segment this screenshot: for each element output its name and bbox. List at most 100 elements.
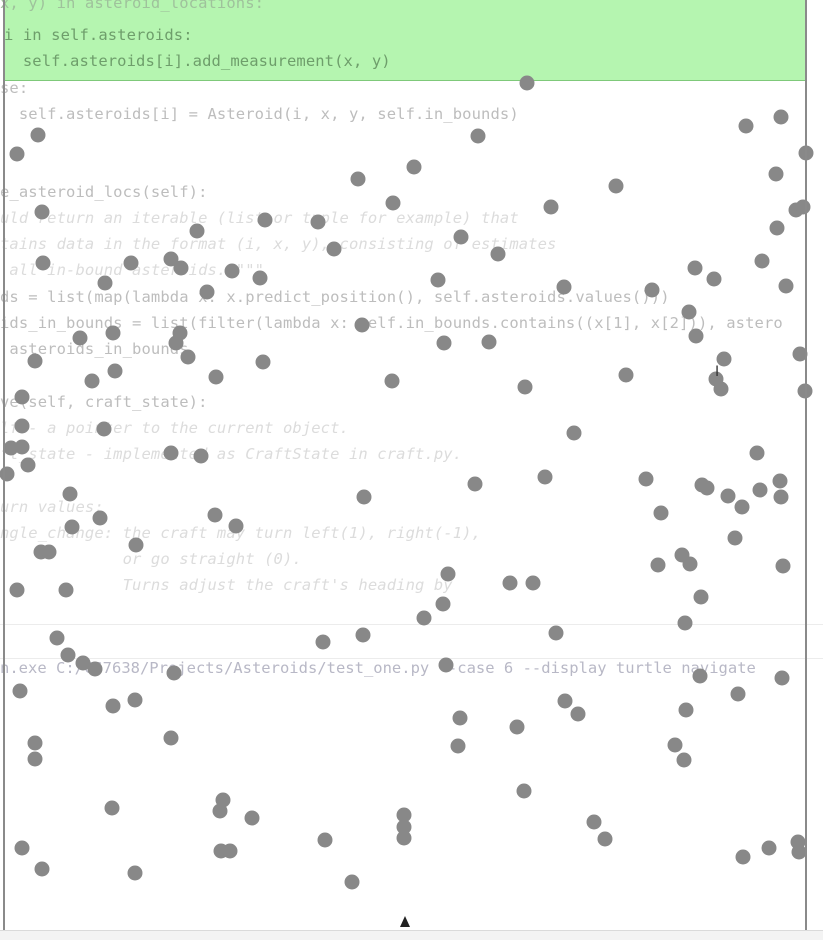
asteroid (716, 351, 732, 367)
asteroid (310, 214, 326, 230)
asteroid (75, 655, 91, 671)
asteroid (207, 507, 223, 523)
asteroid (557, 693, 573, 709)
asteroid (34, 204, 50, 220)
i-beam-cursor-icon: I (715, 364, 720, 380)
asteroid (96, 421, 112, 437)
asteroid (356, 489, 372, 505)
asteroid (396, 830, 412, 846)
asteroid (344, 874, 360, 890)
asteroid (556, 279, 572, 295)
asteroid (127, 692, 143, 708)
code-line: self.asteroids[i].add_measurement(x, y) (4, 52, 391, 70)
asteroid (14, 389, 30, 405)
code-line: se: (0, 79, 29, 97)
asteroid (49, 630, 65, 646)
asteroid (699, 480, 715, 496)
asteroid (189, 223, 205, 239)
code-line: i in self.asteroids: (4, 26, 193, 44)
code-line: e_asteroid_locs(self): (0, 183, 208, 201)
asteroid (543, 199, 559, 215)
asteroid (768, 166, 784, 182)
asteroid (255, 354, 271, 370)
asteroid (678, 702, 694, 718)
asteroid (738, 118, 754, 134)
asteroid (385, 195, 401, 211)
asteroid (687, 260, 703, 276)
asteroid (453, 229, 469, 245)
asteroid (481, 334, 497, 350)
asteroid (14, 840, 30, 856)
code-line: ids_in_bounds = list(filter(lambda x: se… (0, 314, 783, 332)
asteroid (692, 668, 708, 684)
asteroid (62, 486, 78, 502)
asteroid (41, 544, 57, 560)
asteroid (354, 317, 370, 333)
code-line: ngle_change: the craft may turn left(1),… (0, 524, 482, 542)
asteroid (490, 246, 506, 262)
asteroid (618, 367, 634, 383)
asteroid (438, 657, 454, 673)
asteroid (396, 807, 412, 823)
asteroid (778, 278, 794, 294)
asteroid (693, 589, 709, 605)
asteroid (608, 178, 624, 194)
code-line: uld return an iterable (list or tuple fo… (0, 209, 519, 227)
asteroid (509, 719, 525, 735)
asteroid (34, 861, 50, 877)
asteroid (168, 335, 184, 351)
asteroid (14, 418, 30, 434)
asteroid (761, 840, 777, 856)
code-line: all in-bound asteroids. """ (9, 261, 265, 279)
asteroid (791, 844, 807, 860)
asteroid (735, 849, 751, 865)
asteroid (416, 610, 432, 626)
asteroid (355, 627, 371, 643)
code-line: ft_state - implemented as CraftState in … (0, 445, 463, 463)
asteroid (105, 325, 121, 341)
asteroid (14, 439, 30, 455)
asteroid (450, 738, 466, 754)
asteroid (317, 832, 333, 848)
asteroid (9, 146, 25, 162)
asteroid (27, 735, 43, 751)
asteroid (525, 575, 541, 591)
terminal-separator (0, 658, 823, 659)
asteroid (681, 304, 697, 320)
asteroid (27, 353, 43, 369)
asteroid (734, 499, 750, 515)
asteroid (222, 843, 238, 859)
asteroid (470, 128, 486, 144)
editor-separator (0, 624, 823, 625)
asteroid (252, 270, 268, 286)
asteroid (163, 730, 179, 746)
asteroid (749, 445, 765, 461)
code-line: self.asteroids[i] = Asteroid(i, x, y, se… (0, 105, 519, 123)
window-bottom-edge (0, 930, 823, 940)
asteroid (107, 363, 123, 379)
asteroid (105, 698, 121, 714)
highlighted-code-block (4, 0, 807, 81)
asteroid (650, 557, 666, 573)
asteroid (519, 75, 535, 91)
asteroid (27, 751, 43, 767)
asteroid (430, 272, 446, 288)
code-line: tains data in the format (i, x, y), cons… (0, 235, 557, 253)
asteroid (566, 425, 582, 441)
asteroid (502, 575, 518, 591)
asteroid (792, 346, 808, 362)
asteroid (517, 379, 533, 395)
asteroid (104, 800, 120, 816)
asteroid (467, 476, 483, 492)
terminal-command-line: n.exe C:/CS7638/Projects/Asteroids/test_… (0, 659, 756, 677)
asteroid (166, 665, 182, 681)
asteroid (548, 625, 564, 641)
asteroid (774, 670, 790, 686)
asteroid (72, 330, 88, 346)
code-line: asteroids_in_bounds (0, 340, 189, 358)
asteroid (350, 171, 366, 187)
asteroid (435, 596, 451, 612)
asteroid (123, 255, 139, 271)
